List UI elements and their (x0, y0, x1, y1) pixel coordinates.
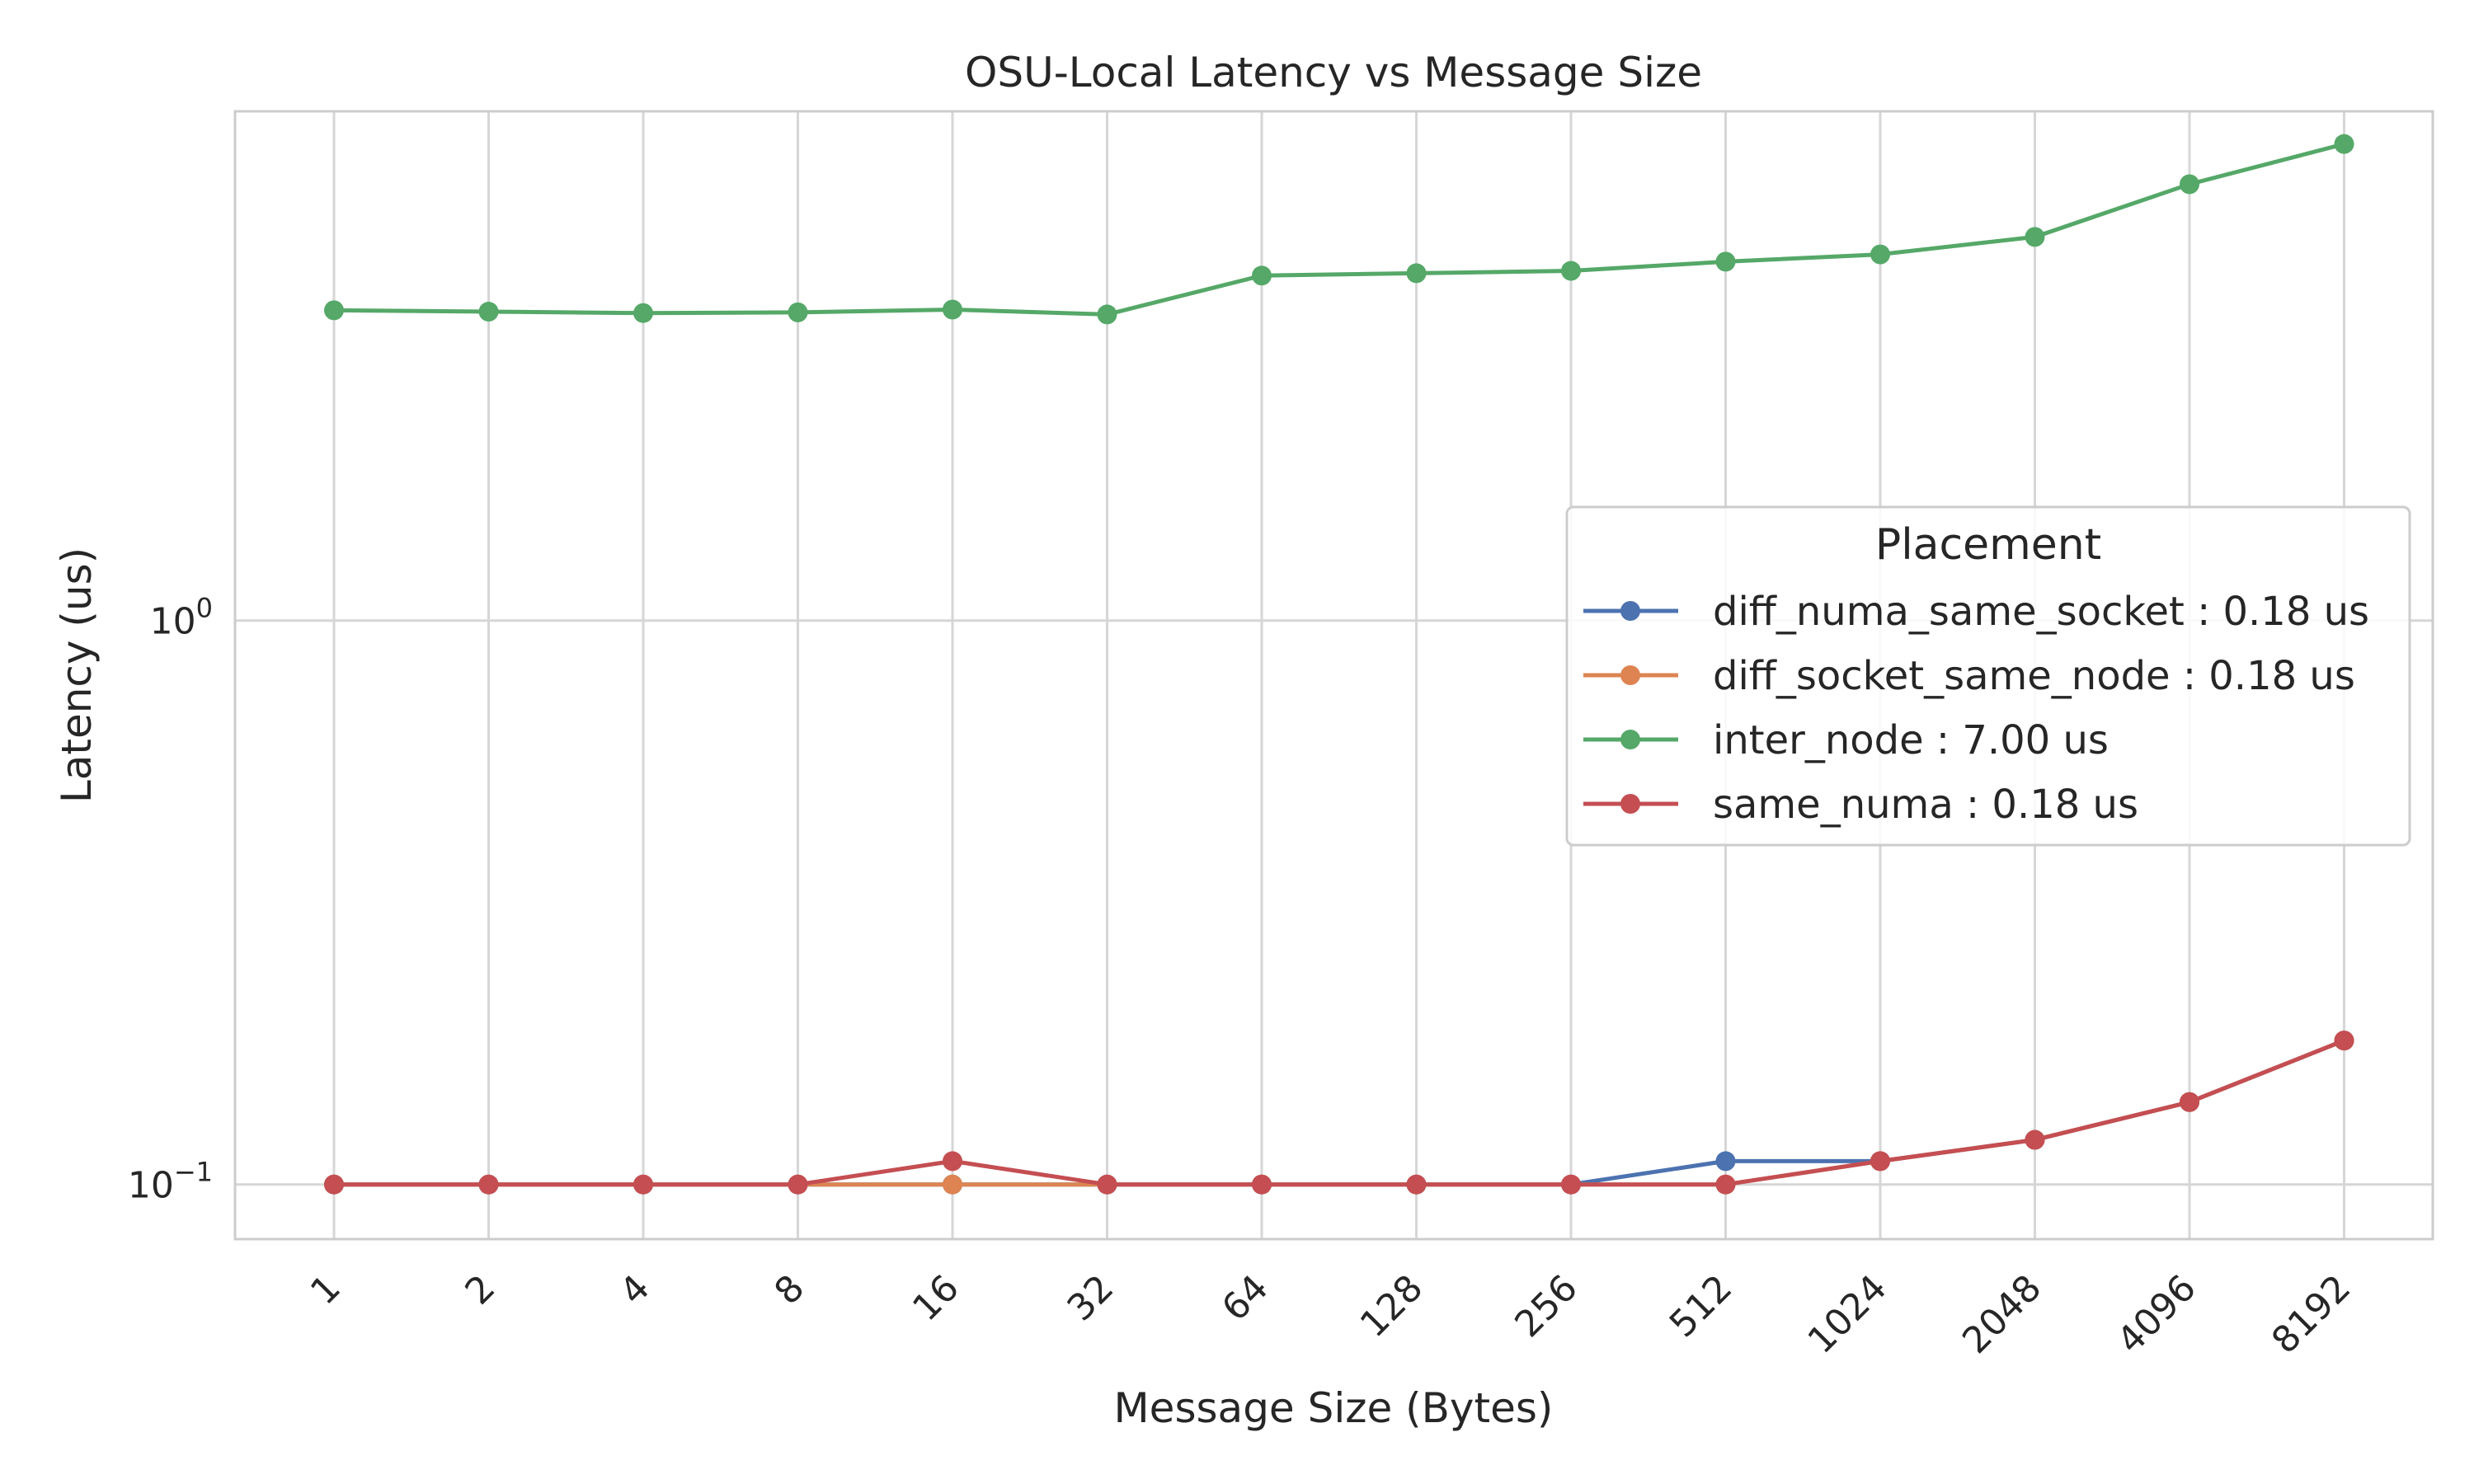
series-2 (324, 134, 2354, 325)
legend-entry: diff_socket_same_node : 0.18 us (1583, 653, 2355, 699)
data-point (2334, 134, 2354, 154)
y-axis-label: Latency (us) (53, 547, 101, 803)
chart-title: OSU-Local Latency vs Message Size (965, 49, 1702, 96)
y-tick-label: 100 (150, 593, 213, 643)
y-tick-labels: 100 10−1 (128, 593, 213, 1207)
legend-entry: diff_numa_same_socket : 0.18 us (1583, 589, 2369, 635)
data-point (1406, 1174, 1427, 1195)
data-point (324, 300, 344, 321)
data-point (2025, 1129, 2045, 1150)
data-point (943, 1174, 962, 1195)
data-point (2334, 1031, 2354, 1051)
data-point (1406, 263, 1427, 284)
legend-label: inter_node : 7.00 us (1713, 717, 2109, 763)
series-3 (324, 1031, 2354, 1195)
plot-frame (233, 110, 2434, 1241)
legend-box (1565, 505, 2411, 847)
series-line (333, 142, 2345, 317)
data-point (478, 1174, 499, 1195)
data-point (943, 299, 962, 320)
data-point (633, 1174, 653, 1195)
data-point (1252, 1174, 1272, 1195)
legend-entry: same_numa : 0.18 us (1583, 782, 2138, 828)
data-point (1561, 261, 1581, 281)
legend-marker (1620, 730, 1640, 749)
data-point (1097, 1174, 1117, 1195)
data-point (788, 302, 808, 322)
data-point (1870, 1151, 1890, 1172)
data-point (1097, 304, 1117, 325)
data-point (1252, 265, 1272, 286)
legend-title: Placement (1875, 520, 2101, 570)
legend-label: same_numa : 0.18 us (1713, 782, 2138, 828)
data-point (1870, 244, 1890, 265)
data-point (788, 1174, 808, 1195)
x-axis-label: Message Size (Bytes) (1114, 1384, 1554, 1432)
data-point (2180, 174, 2199, 195)
data-point (2180, 1092, 2199, 1112)
data-point (1561, 1174, 1581, 1195)
legend: Placement diff_numa_same_socket : 0.18 u… (1565, 505, 2411, 847)
data-point (1715, 251, 1736, 272)
legend-label: diff_numa_same_socket : 0.18 us (1713, 589, 2369, 635)
data-point (1715, 1174, 1736, 1195)
data-point (2025, 227, 2045, 247)
legend-marker (1620, 601, 1640, 621)
series-layer (324, 134, 2354, 1195)
series-line (334, 1038, 2345, 1187)
y-tick-label: 10−1 (128, 1157, 213, 1207)
data-point (633, 303, 653, 323)
data-point (1715, 1151, 1736, 1172)
legend-items: diff_numa_same_socket : 0.18 us diff_sock… (1583, 589, 2369, 828)
legend-entry: inter_node : 7.00 us (1583, 717, 2109, 763)
data-point (478, 302, 499, 322)
data-point (943, 1151, 962, 1172)
legend-marker (1620, 794, 1640, 814)
legend-label: diff_socket_same_node : 0.18 us (1713, 653, 2355, 699)
data-point (324, 1174, 344, 1195)
legend-marker (1620, 665, 1640, 685)
